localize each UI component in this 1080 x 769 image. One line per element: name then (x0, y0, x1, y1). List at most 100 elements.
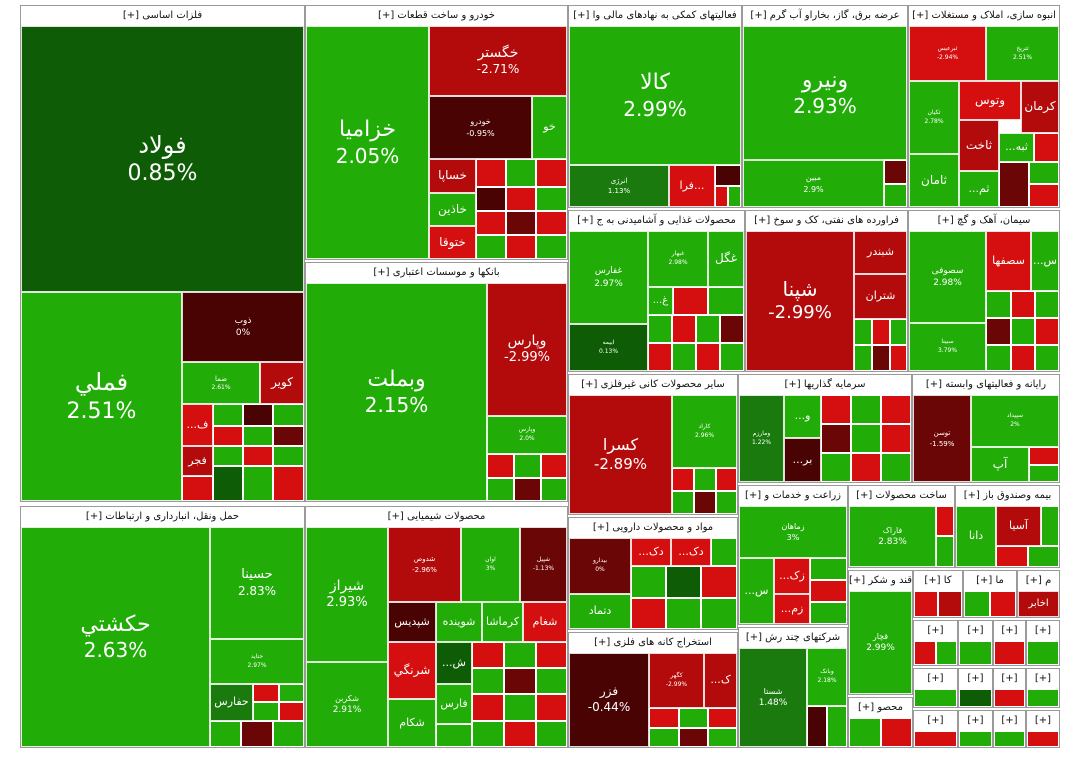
mini-tile[interactable] (914, 731, 957, 747)
tile-faraak[interactable]: فاراک 2.83% (849, 506, 936, 567)
mini-tile[interactable] (213, 446, 243, 466)
mini-tile[interactable] (1027, 689, 1059, 707)
tile-sepid[interactable]: سپیداد 2% (971, 395, 1059, 447)
mini-tile[interactable] (884, 184, 907, 207)
mini-tile[interactable] (487, 454, 514, 478)
tile-htide[interactable]: حتاید 2.97% (210, 639, 304, 684)
tile-shbandar[interactable]: شبندر (854, 231, 907, 274)
mini-tile[interactable] (1011, 318, 1035, 345)
sector-pharma[interactable]: مواد و محصولات دارویی [+] بیدارو 0% ...د… (568, 517, 738, 630)
mini-tile[interactable] (720, 343, 744, 371)
tile-enerzhi[interactable]: انرژی 1.13% (569, 165, 669, 207)
sector-small[interactable]: [+] (958, 710, 993, 748)
sector-title[interactable]: [+] (1027, 711, 1059, 731)
tile-zk[interactable]: ...زک (774, 558, 810, 594)
mini-tile[interactable] (964, 591, 990, 617)
mini-tile[interactable] (914, 689, 957, 707)
tile-br[interactable]: ...بر (784, 438, 821, 482)
mini-tile[interactable] (672, 468, 694, 491)
mini-tile[interactable] (631, 598, 666, 629)
tile-zmahan[interactable]: زماهان 3% (739, 506, 847, 558)
tile-shiraz[interactable]: شیراز 2.93% (306, 527, 388, 662)
mini-tile[interactable] (1034, 133, 1059, 162)
tile-dtmad[interactable]: دتماد (569, 594, 631, 629)
sector-mahsu[interactable]: محصو [+] (848, 697, 913, 748)
sector-title[interactable]: م [+] (1018, 571, 1059, 591)
sector-multi[interactable]: شرکتهای چند رش [+] شستا 1.48% وبانک 2.18… (738, 627, 848, 748)
tile-fara[interactable]: فرا... (669, 165, 715, 207)
mini-tile[interactable] (476, 187, 506, 211)
mini-tile[interactable] (472, 642, 504, 668)
sector-title[interactable]: [+] (914, 669, 957, 689)
sector-title[interactable]: استخراج کانه های فلزی [+] (569, 633, 737, 653)
mini-tile[interactable] (986, 345, 1011, 371)
sector-transport[interactable]: حمل ونقل، انبارداری و ارتباطات [+] حکشتي… (20, 506, 305, 748)
tile-ss[interactable]: ...س (1031, 231, 1059, 291)
mini-tile[interactable] (476, 235, 506, 259)
sector-small[interactable]: [+] (1026, 710, 1060, 748)
tile-dana[interactable]: دانا (956, 506, 996, 567)
sector-insurance[interactable]: بیمه وصندوق باز [+] دانا آسیا (955, 485, 1060, 568)
mini-tile[interactable] (666, 598, 701, 629)
mini-tile[interactable] (696, 315, 720, 343)
sector-finance-aux[interactable]: فعالیتهای کمکی به نهادهای مالی وا [+] کا… (568, 5, 742, 208)
sector-small[interactable]: [+] (958, 668, 993, 708)
mini-tile[interactable] (476, 211, 506, 235)
tile-khsapa[interactable]: خساپا (429, 159, 476, 193)
mini-tile[interactable] (213, 426, 243, 446)
tile-shasta[interactable]: شستا 1.48% (739, 648, 807, 747)
mini-tile[interactable] (994, 731, 1025, 747)
tile-behmelt[interactable]: غبهار 2.98% (648, 231, 708, 287)
mini-tile[interactable] (810, 602, 847, 624)
tile-tkeyn[interactable]: ثکیان 2.78% (909, 81, 959, 154)
sector-title[interactable]: خودرو و ساخت قطعات [+] (306, 6, 567, 26)
mini-tile[interactable] (881, 395, 911, 424)
sector-title[interactable]: ساخت محصولات [+] (849, 486, 954, 506)
mini-tile[interactable] (986, 318, 1011, 345)
tile-k[interactable]: ...ک (704, 653, 737, 708)
mini-tile[interactable] (253, 684, 279, 702)
tile-shdous[interactable]: شدوص -2.96% (388, 527, 461, 602)
mini-tile[interactable] (672, 491, 694, 514)
tile-ghjar[interactable]: قچار 2.99% (849, 591, 912, 694)
mini-tile[interactable] (504, 642, 536, 668)
mini-tile[interactable] (273, 404, 304, 426)
mini-tile[interactable] (716, 468, 737, 491)
mini-tile[interactable] (472, 721, 504, 747)
sector-title[interactable]: مواد و محصولات دارویی [+] (569, 518, 737, 538)
sector-small[interactable]: [+] (913, 710, 958, 748)
mini-tile[interactable] (854, 319, 872, 345)
tile-kgohar[interactable]: کگهر -2.99% (649, 653, 704, 708)
sector-title[interactable]: فلزات اساسی [+] (21, 6, 304, 26)
tile-dk1[interactable]: ...دک (631, 538, 671, 566)
mini-tile[interactable] (936, 536, 954, 567)
mini-tile[interactable] (1028, 546, 1059, 567)
mini-tile[interactable] (959, 689, 992, 707)
mini-tile[interactable] (914, 641, 936, 665)
mini-tile[interactable] (673, 287, 708, 315)
mini-tile[interactable] (273, 426, 304, 446)
mini-tile[interactable] (536, 211, 567, 235)
sector-title[interactable]: حمل ونقل، انبارداری و ارتباطات [+] (21, 507, 304, 527)
mini-tile[interactable] (851, 424, 881, 453)
mini-tile[interactable] (648, 343, 672, 371)
mini-tile[interactable] (506, 211, 536, 235)
sector-title[interactable]: بیمه وصندوق باز [+] (956, 486, 1059, 506)
tile-vpars[interactable]: وپارس -2.99% (487, 283, 567, 416)
tile-tm[interactable]: ...ثم (959, 171, 999, 207)
mini-tile[interactable] (701, 566, 737, 598)
tile-kalz[interactable]: کاراد 2.96% (672, 395, 737, 468)
sector-title[interactable]: انبوه سازی، املاک و مستغلات [+] (909, 6, 1059, 26)
mini-tile[interactable] (436, 724, 472, 747)
sector-agriculture[interactable]: زراعت و خدمات و [+] زماهان 3% ...س ...زک… (738, 485, 848, 625)
mini-tile[interactable] (243, 404, 273, 426)
mini-tile[interactable] (514, 478, 541, 501)
mini-tile[interactable] (649, 728, 679, 747)
mini-tile[interactable] (536, 159, 567, 187)
tile-vo[interactable]: ...و (784, 395, 821, 438)
mini-tile[interactable] (506, 187, 536, 211)
mini-tile[interactable] (504, 668, 536, 694)
mini-tile[interactable] (1029, 447, 1059, 465)
sector-refinery[interactable]: فراورده های نفتی، کک و سوخ [+] شپنا -2.9… (745, 210, 908, 372)
tile-fameli[interactable]: فملي 2.51% (21, 292, 182, 501)
